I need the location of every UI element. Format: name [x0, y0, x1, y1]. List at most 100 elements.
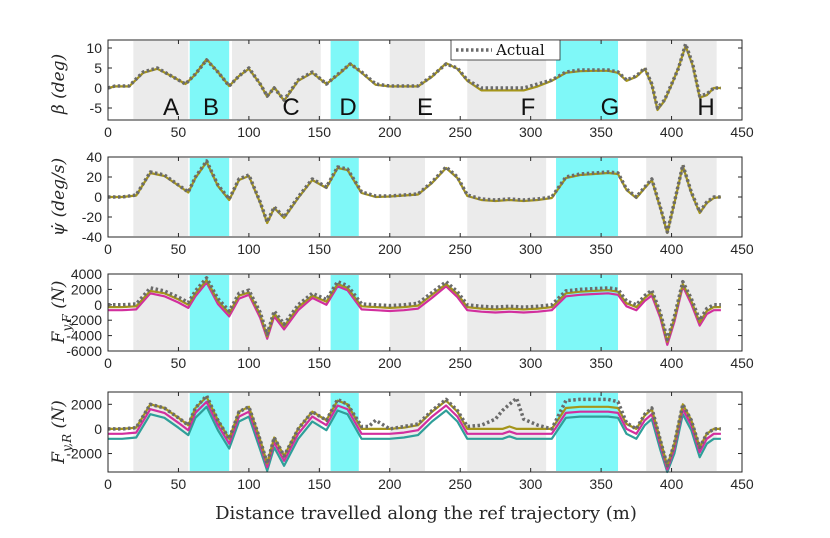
legend-label: Actual: [495, 41, 545, 59]
x-tick-label: 400: [660, 124, 684, 140]
y-tick-label: 0: [94, 189, 102, 205]
series-line-actual: [108, 276, 721, 342]
x-tick-label: 50: [171, 124, 187, 140]
x-tick-label: 250: [449, 476, 473, 492]
x-tick-label: 50: [171, 355, 187, 371]
x-tick-label: 150: [308, 355, 332, 371]
series-line-estimate-3: [108, 405, 721, 474]
x-tick-label: 50: [171, 476, 187, 492]
y-tick-label: -2000: [66, 446, 102, 462]
x-tick-label: 400: [660, 241, 684, 257]
series-line-estimate-2: [108, 400, 721, 471]
panel-3: 0 50 100 150 200 250 300 350 400 450 -6000-4000-20…: [49, 266, 754, 371]
x-tick-label: 450: [730, 241, 754, 257]
x-tick-label: 150: [308, 476, 332, 492]
region-band-C: [231, 158, 321, 236]
region-band-E: [389, 41, 425, 119]
y-tick-label: 10: [86, 40, 102, 56]
x-tick-label: 350: [589, 124, 613, 140]
x-tick-label: 0: [104, 124, 112, 140]
series-line-actual: [108, 393, 721, 468]
x-tick-label: 350: [589, 476, 613, 492]
region-band-C: [231, 393, 321, 471]
region-band-G: [556, 41, 619, 119]
x-tick-label: 100: [237, 124, 261, 140]
x-tick-label: 100: [237, 476, 261, 492]
x-tick-label: 250: [449, 241, 473, 257]
y-axis-label: Fy,R (N): [49, 400, 74, 464]
y-axis-label: Fy,F (N): [49, 281, 74, 345]
y-tick-label: 0: [94, 421, 102, 437]
region-label-H: H: [697, 94, 714, 121]
x-tick-label: 450: [730, 355, 754, 371]
x-tick-label: 200: [378, 241, 402, 257]
axes-box: [107, 273, 743, 352]
axes-box: [107, 156, 743, 238]
y-tick-label: 20: [86, 169, 102, 185]
y-tick-label: 4000: [71, 266, 102, 282]
y-tick-label: 2000: [71, 281, 102, 297]
y-axis-label: β (deg): [49, 54, 69, 115]
x-tick-label: 450: [730, 476, 754, 492]
series-line-estimate-2: [108, 281, 721, 346]
panel-2: 0 50 100 150 200 250 300 350 400 450-40-2002040ψ̇…: [49, 149, 754, 257]
x-axis-label: Distance travelled along the ref traject…: [215, 503, 637, 524]
y-tick-label: -4000: [66, 328, 102, 344]
region-label-D: D: [339, 94, 356, 121]
region-band-A: [133, 275, 189, 350]
region-label-B: B: [203, 94, 219, 121]
x-tick-label: 200: [378, 124, 402, 140]
y-tick-label: 5: [94, 60, 102, 76]
region-label-F: F: [521, 94, 536, 121]
x-tick-label: 0: [104, 476, 112, 492]
x-tick-label: 300: [519, 124, 543, 140]
x-tick-label: 350: [589, 355, 613, 371]
region-band-G: [556, 158, 619, 236]
region-label-C: C: [282, 94, 299, 121]
x-tick-label: 350: [589, 241, 613, 257]
y-tick-label: -2000: [66, 312, 102, 328]
y-tick-label: -20: [82, 209, 102, 225]
x-tick-label: 0: [104, 241, 112, 257]
x-tick-label: 400: [660, 355, 684, 371]
x-tick-label: 50: [171, 241, 187, 257]
region-label-A: A: [163, 94, 179, 121]
x-tick-label: 450: [730, 124, 754, 140]
x-tick-label: 100: [237, 355, 261, 371]
x-tick-label: 300: [519, 241, 543, 257]
x-tick-label: 300: [519, 355, 543, 371]
y-tick-label: 40: [86, 149, 102, 165]
legend: Actual: [450, 39, 561, 61]
y-tick-label: 0: [94, 80, 102, 96]
x-tick-label: 250: [449, 355, 473, 371]
x-tick-label: 200: [378, 476, 402, 492]
axes-box: [107, 39, 743, 121]
region-band-D: [330, 41, 359, 119]
region-band-A: [133, 393, 189, 471]
y-tick-label: -6000: [66, 343, 102, 359]
x-tick-label: 150: [308, 124, 332, 140]
series-line-estimate-1: [107, 44, 721, 112]
region-band-G: [556, 275, 619, 350]
x-tick-label: 0: [104, 355, 112, 371]
region-band-G: [556, 393, 619, 471]
region-band-A: [133, 158, 189, 236]
panel-4: 0 50 100 150 200 250 300 350 400 450-200002000Fy,…: [49, 391, 754, 492]
x-tick-label: 300: [519, 476, 543, 492]
region-band-C: [231, 41, 321, 119]
y-axis-label: ψ̇ (deg/s): [49, 158, 69, 236]
x-tick-label: 200: [378, 355, 402, 371]
y-tick-label: -40: [82, 229, 102, 245]
region-label-G: G: [601, 94, 620, 121]
y-tick-label: 0: [94, 297, 102, 313]
x-tick-label: 100: [237, 241, 261, 257]
series-line-actual: [108, 159, 721, 234]
y-tick-label: 2000: [71, 396, 102, 412]
x-tick-label: 400: [660, 476, 684, 492]
legend-box: [450, 39, 561, 61]
x-tick-label: 150: [308, 241, 332, 257]
y-tick-label: -5: [90, 100, 103, 116]
region-label-E: E: [417, 94, 433, 121]
